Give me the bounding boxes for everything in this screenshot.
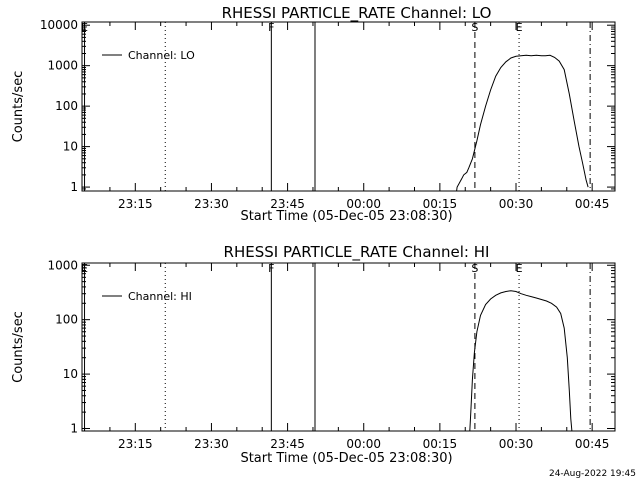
y-tick-label: 10000 xyxy=(40,18,78,32)
plot-frame xyxy=(81,262,616,432)
x-tick-label: 00:45 xyxy=(575,437,610,451)
x-tick-label: 00:30 xyxy=(499,437,534,451)
x-tick-label: 23:30 xyxy=(194,197,229,211)
y-tick-label: 1 xyxy=(70,422,78,436)
x-axis-label: Start Time (05-Dec-05 23:08:30) xyxy=(240,451,452,466)
y-tick-label: 10 xyxy=(63,140,78,154)
x-tick-label: 00:00 xyxy=(346,197,381,211)
x-tick-label: 23:15 xyxy=(118,437,153,451)
series-line xyxy=(456,54,589,191)
x-tick-label: 23:15 xyxy=(118,197,153,211)
footer-timestamp: 24-Aug-2022 19:45 xyxy=(549,469,636,479)
legend-label: Channel: HI xyxy=(128,290,192,303)
x-axis-label: Start Time (05-Dec-05 23:08:30) xyxy=(240,209,452,224)
y-axis-label: Counts/sec xyxy=(11,311,26,383)
event-marker-label: E xyxy=(81,21,88,34)
y-tick-label: 10 xyxy=(63,367,78,381)
x-tick-label: 23:45 xyxy=(270,437,305,451)
y-tick-label: 100 xyxy=(55,99,78,113)
x-tick-label: 00:15 xyxy=(423,197,458,211)
event-marker-label: S xyxy=(471,262,478,275)
x-tick-label: 00:45 xyxy=(575,197,610,211)
chart-panel-1: RHESSI PARTICLE_RATE Channel: LO 1 10 100 10… xyxy=(11,4,616,224)
series-line xyxy=(469,290,573,431)
x-tick-label: 00:15 xyxy=(423,437,458,451)
event-marker-label: S xyxy=(471,21,478,34)
event-marker-label: E xyxy=(516,21,523,34)
chart-panel-2: RHESSI PARTICLE_RATE Channel: HI 1 10 100 10… xyxy=(11,243,616,466)
x-tick-label: 00:00 xyxy=(346,437,381,451)
y-tick-label: 1 xyxy=(70,180,78,194)
y-tick-label: 100 xyxy=(55,313,78,327)
y-axis-label: Counts/sec xyxy=(11,71,26,143)
x-tick-label: 23:45 xyxy=(270,197,305,211)
event-marker-label: F xyxy=(268,262,274,275)
plot-frame xyxy=(81,21,616,192)
legend-label: Channel: LO xyxy=(128,49,195,62)
y-tick-label: 1000 xyxy=(47,59,78,73)
chart-title: RHESSI PARTICLE_RATE Channel: LO xyxy=(222,4,492,23)
x-tick-label: 00:30 xyxy=(499,197,534,211)
event-marker-label: E xyxy=(516,262,523,275)
y-tick-label: 1000 xyxy=(47,258,78,272)
chart-title: RHESSI PARTICLE_RATE Channel: HI xyxy=(224,243,490,262)
event-marker-label: F xyxy=(268,21,274,34)
event-marker-label: E xyxy=(81,262,88,275)
x-tick-label: 23:30 xyxy=(194,437,229,451)
